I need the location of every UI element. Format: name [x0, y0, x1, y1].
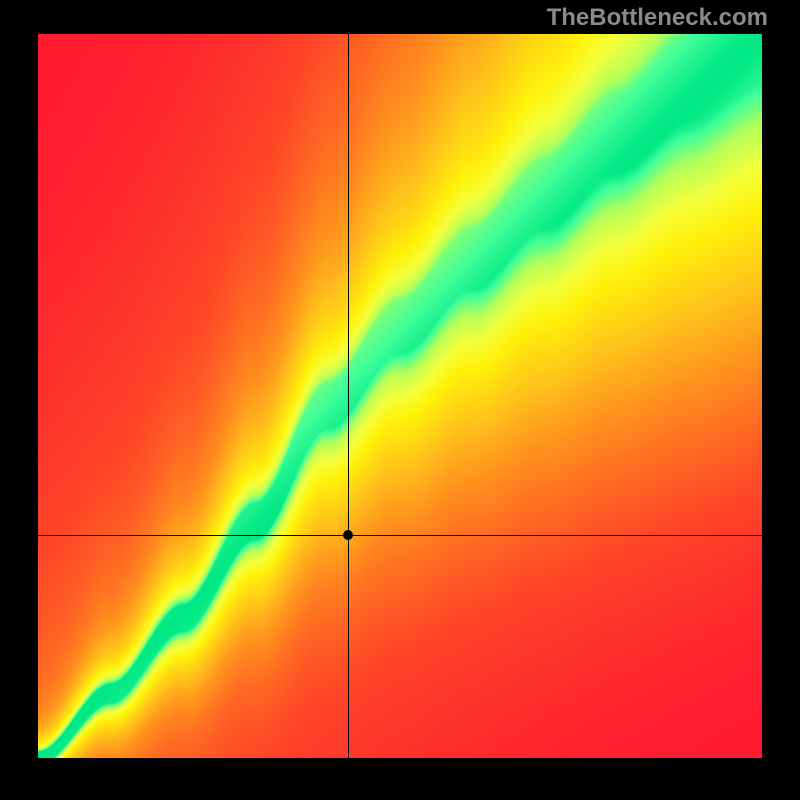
heatmap-canvas: [38, 34, 762, 758]
marker-dot: [343, 530, 353, 540]
crosshair-horizontal: [38, 535, 762, 536]
watermark-text: TheBottleneck.com: [547, 4, 768, 32]
crosshair-vertical: [348, 34, 349, 758]
chart-frame: TheBottleneck.com: [0, 0, 800, 800]
heatmap-plot: [38, 34, 762, 758]
